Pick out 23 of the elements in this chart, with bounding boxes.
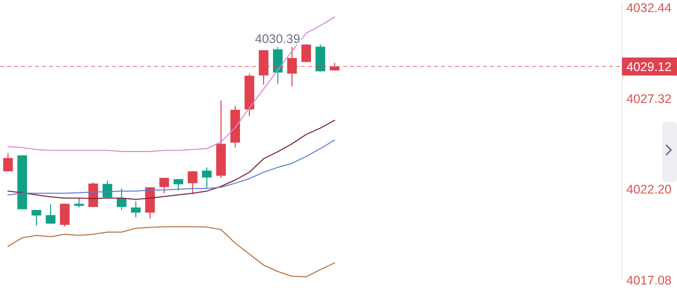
candlestick [272,46,283,84]
candlestick [3,152,13,172]
candlestick [46,204,56,224]
ref-line-label: 4029.12 [626,60,672,74]
candlestick [60,203,70,227]
candlestick [202,166,212,188]
candlestick [159,177,170,194]
candlestick [301,44,312,63]
line-series [8,226,336,278]
candlestick [116,188,126,210]
y-tick-label: 4027.32 [626,92,672,106]
y-tick-label: 4017.08 [626,274,672,288]
candlestick [32,209,42,226]
candlestick [130,200,141,218]
candlestick [287,46,297,87]
y-tick-label: 4032.44 [626,1,672,16]
line-series [8,16,336,152]
y-tick-label: 4022.20 [626,182,672,197]
candlestick [74,198,84,208]
candlestick [174,178,184,191]
candlestick [102,180,112,199]
candlestick [188,170,198,195]
annotation: 4030.39 [255,32,300,46]
